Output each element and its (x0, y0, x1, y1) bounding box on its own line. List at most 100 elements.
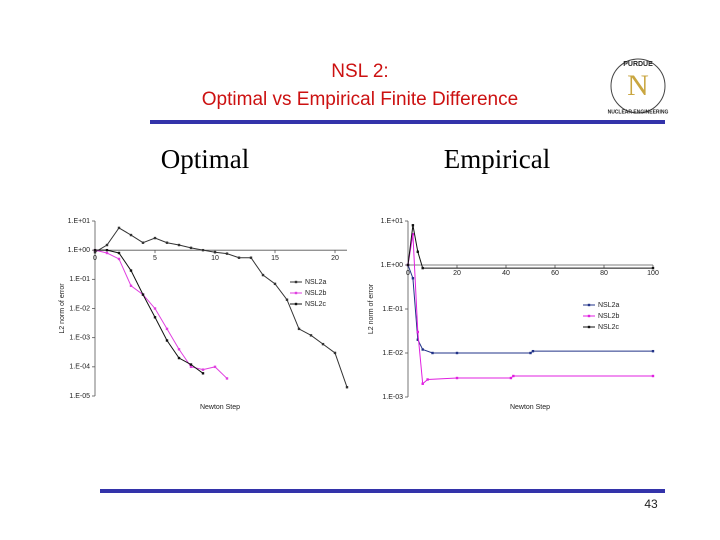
marker (177, 348, 181, 351)
marker (455, 376, 459, 380)
x-axis-label: Newton Step (200, 404, 240, 411)
marker (416, 250, 419, 253)
marker (141, 293, 145, 296)
marker (309, 334, 313, 337)
marker (105, 248, 109, 252)
chart: 1.E+01 1.E+00 1.E-01 1.E-02 1.E-03 1.E-04 1.E-… (59, 218, 349, 411)
y-tick-label: 1.E+00 (381, 262, 403, 269)
logo-text: PURDUE (623, 61, 653, 68)
series-line (94, 227, 348, 388)
legend-marker (587, 303, 591, 307)
marker (93, 251, 97, 254)
marker (213, 365, 217, 369)
chart: 1.E+01 1.E+00 1.E-01 1.E-02 1.E-03 0 20 40 60 80 1… (368, 218, 659, 411)
marker (651, 374, 655, 378)
marker (421, 266, 424, 270)
marker (273, 282, 277, 286)
marker (189, 363, 193, 366)
y-tick-label: 1.E-03 (69, 335, 90, 342)
legend-marker (294, 291, 298, 295)
page-number: 43 (644, 497, 658, 511)
x-axis-label: Newton Step (510, 404, 550, 411)
x-tick-label: 60 (551, 270, 559, 277)
marker (93, 248, 97, 252)
marker (426, 378, 429, 381)
marker (297, 327, 301, 331)
x-tick-label: 10 (211, 255, 219, 262)
marker (406, 263, 410, 267)
marker (177, 243, 181, 247)
legend-label: NSL2b (598, 313, 620, 320)
logo-text: NUCLEAR ENGINEERING (608, 109, 669, 115)
legend-label: NSL2b (305, 290, 327, 297)
marker (529, 351, 532, 355)
series-line (95, 249, 204, 374)
legend-label: NSL2c (598, 324, 620, 331)
legend-marker (587, 325, 591, 329)
y-tick-label: 1.E-01 (69, 276, 90, 283)
x-tick-label: 80 (600, 270, 608, 277)
marker (105, 243, 109, 247)
marker (531, 349, 535, 353)
marker (651, 349, 655, 353)
logo: PURDUE NUCLEAR ENGINEERING N (608, 58, 669, 115)
marker (177, 356, 181, 360)
marker (117, 226, 121, 230)
logo-ring (610, 58, 666, 114)
marker (416, 338, 419, 341)
x-tick-label: 15 (271, 255, 279, 262)
series-line (407, 264, 653, 354)
marker (345, 386, 349, 389)
footer-rule (100, 489, 665, 493)
marker (333, 351, 337, 355)
marker (153, 236, 157, 240)
marker (129, 233, 133, 237)
y-tick-label: 1.E-04 (69, 364, 90, 371)
marker (411, 224, 415, 227)
marker (153, 307, 157, 310)
slide-title: Optimal vs Empirical Finite Difference (202, 89, 518, 110)
marker (261, 273, 265, 277)
marker (411, 277, 415, 280)
y-tick-label: 1.E+00 (68, 247, 90, 254)
marker (225, 377, 229, 380)
x-tick-label: 40 (502, 270, 510, 277)
marker (201, 368, 205, 371)
marker (509, 376, 513, 380)
marker (416, 330, 419, 334)
legend-marker (294, 302, 298, 306)
marker (153, 316, 157, 319)
y-tick-label: 1.E-05 (69, 393, 90, 400)
marker (249, 256, 253, 259)
y-tick-label: 1.E-02 (382, 350, 403, 357)
legend-label: NSL2a (305, 279, 327, 286)
marker (105, 251, 109, 255)
y-tick-label: 1.E+01 (381, 218, 403, 225)
x-tick-label: 20 (331, 255, 339, 262)
marker (189, 365, 193, 369)
series-line (407, 225, 653, 269)
title-rule (150, 120, 665, 124)
y-tick-label: 1.E-02 (69, 305, 90, 312)
marker (165, 241, 169, 244)
marker (237, 256, 241, 259)
logo-letter: N (627, 69, 649, 102)
heading: Optimal (161, 144, 250, 174)
marker (651, 266, 655, 270)
x-tick-label: 0 (406, 270, 410, 277)
marker (421, 348, 424, 351)
marker (117, 251, 121, 255)
marker (201, 248, 205, 252)
legend-marker (587, 314, 591, 318)
marker (129, 284, 133, 288)
marker (213, 251, 217, 254)
marker (421, 382, 424, 385)
legend-label: NSL2c (305, 301, 327, 308)
marker (201, 372, 205, 375)
marker (512, 374, 515, 378)
marker (411, 233, 415, 236)
marker (455, 351, 459, 355)
y-axis-label: L2 norm of error (368, 283, 375, 334)
x-tick-label: 0 (93, 255, 97, 262)
